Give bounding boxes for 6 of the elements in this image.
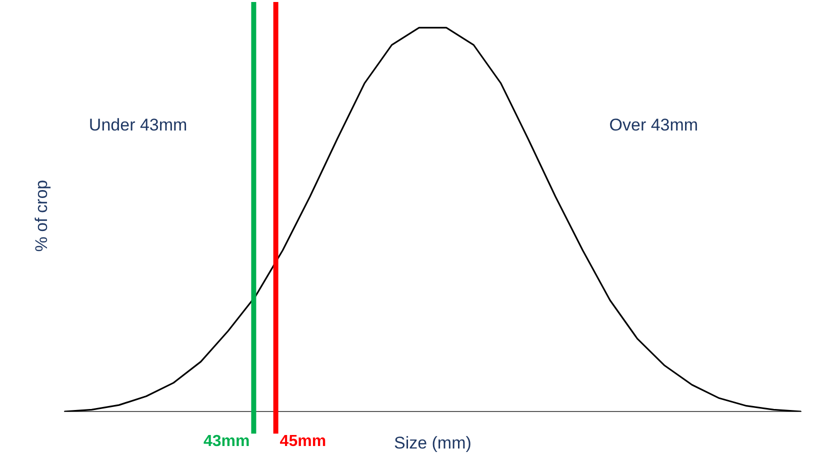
annotation: Over 43mm bbox=[609, 115, 698, 134]
text: 45mm bbox=[280, 433, 326, 450]
x-axis-title: Size (mm) bbox=[394, 433, 472, 452]
text: 43mm bbox=[203, 433, 250, 450]
annotation: Under 43mm bbox=[88, 115, 188, 134]
y-axis-title: % of crop bbox=[32, 180, 51, 252]
